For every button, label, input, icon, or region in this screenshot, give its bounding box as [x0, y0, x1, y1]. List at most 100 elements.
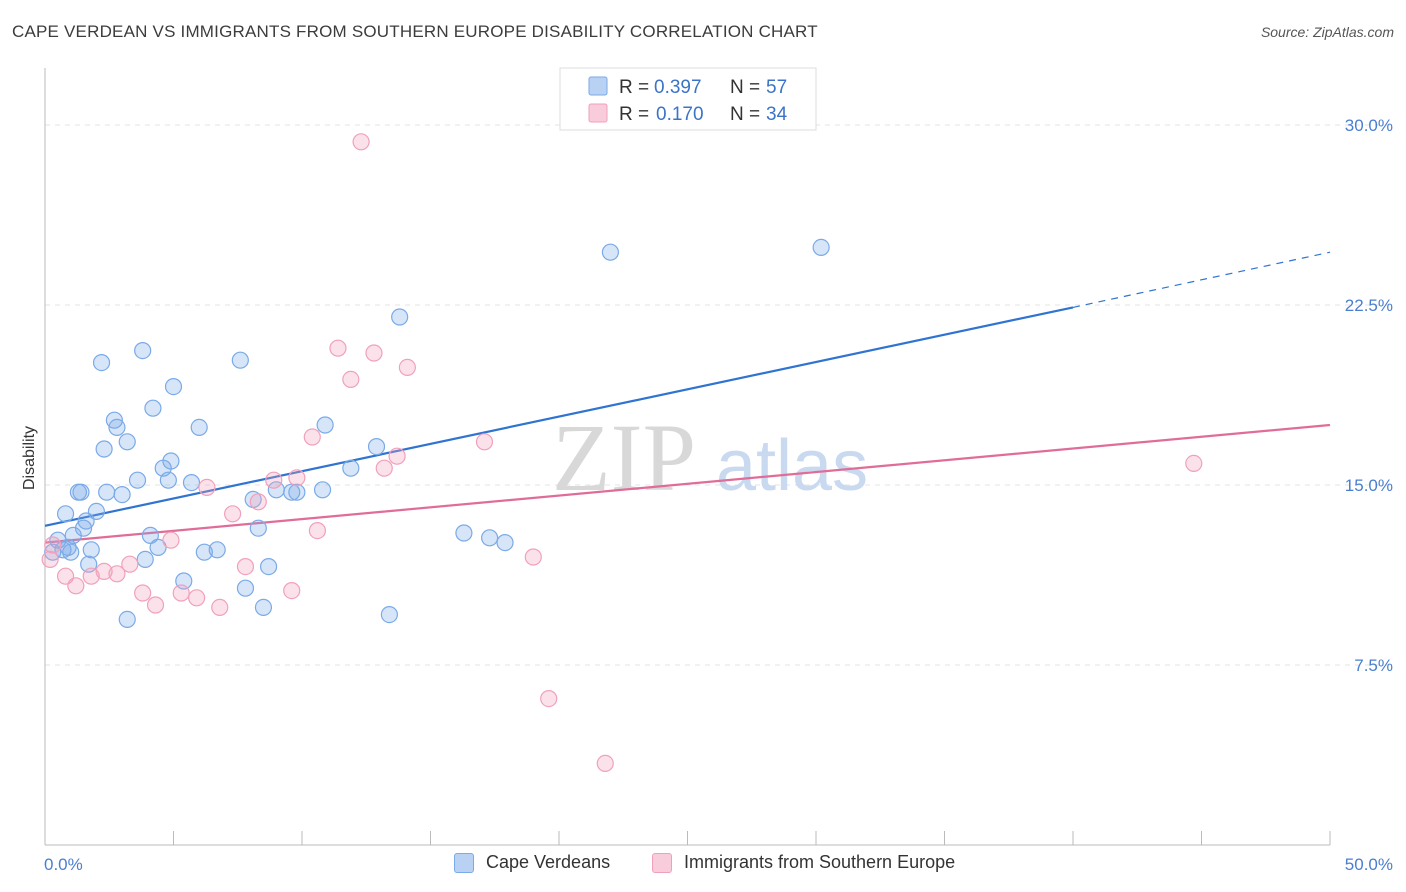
- point-immigrants: [352, 133, 370, 151]
- point-immigrants: [134, 584, 152, 602]
- y-tick-label: 30.0%: [1345, 116, 1393, 135]
- point-immigrants: [188, 589, 206, 607]
- point-immigrants: [524, 548, 542, 566]
- point-cape-verdeans: [812, 238, 830, 256]
- trend-line-immigrants: [44, 423, 1331, 544]
- point-immigrants: [95, 562, 113, 581]
- swatch-cape-verdeans: [454, 852, 474, 873]
- point-immigrants: [1185, 454, 1203, 472]
- x-tick-labels: 0.0% 50.0%: [44, 855, 1393, 874]
- point-cape-verdeans: [128, 471, 147, 489]
- point-cape-verdeans: [259, 557, 278, 576]
- x-tick-label-max: 50.0%: [1345, 855, 1393, 874]
- point-cape-verdeans: [182, 474, 201, 492]
- trend-line-cape-verdeans: [44, 306, 1074, 527]
- point-cape-verdeans: [236, 579, 255, 597]
- point-immigrants: [82, 567, 100, 585]
- swatch-immigrants: [652, 852, 672, 873]
- point-cape-verdeans: [380, 605, 398, 624]
- point-immigrants: [342, 370, 360, 388]
- bottom-legend-cape-verdeans: Cape Verdeans: [454, 852, 610, 873]
- point-immigrants: [172, 584, 190, 602]
- point-immigrants: [224, 505, 242, 523]
- point-cape-verdeans: [316, 416, 334, 434]
- point-immigrants: [236, 557, 255, 576]
- point-cape-verdeans: [141, 526, 159, 545]
- point-cape-verdeans: [136, 550, 154, 569]
- point-cape-verdeans: [190, 418, 208, 436]
- point-cape-verdeans: [108, 418, 126, 436]
- legend-r-label-2: R =: [619, 104, 649, 125]
- point-cape-verdeans: [455, 524, 473, 542]
- y-axis-label: Disability: [21, 426, 38, 490]
- point-immigrants: [475, 433, 494, 451]
- point-cape-verdeans: [249, 519, 267, 537]
- legend-swatch-immigrants: [588, 103, 608, 123]
- trend-lines: [44, 251, 1331, 544]
- source-credit: Source: ZipAtlas.com: [1260, 24, 1394, 40]
- bottom-legend-immigrants: Immigrants from Southern Europe: [652, 852, 955, 873]
- point-cape-verdeans: [95, 440, 113, 458]
- point-immigrants: [265, 471, 283, 489]
- legend-box: R = 0.397 N = 57 R = 0.170 N = 34: [559, 67, 817, 131]
- point-cape-verdeans: [118, 433, 136, 451]
- point-immigrants: [596, 754, 614, 773]
- legend-swatch-cape-verdeans: [588, 76, 608, 96]
- point-cape-verdeans: [208, 541, 226, 559]
- point-immigrants: [211, 598, 229, 617]
- point-immigrants: [67, 577, 85, 595]
- point-immigrants: [365, 344, 383, 362]
- point-cape-verdeans: [87, 502, 106, 520]
- point-immigrants: [388, 447, 406, 465]
- point-immigrants: [540, 689, 558, 708]
- legend-r-value-1: 0.397: [654, 77, 702, 98]
- point-immigrants: [329, 339, 347, 357]
- point-cape-verdeans: [162, 452, 180, 470]
- point-cape-verdeans: [92, 354, 111, 372]
- y-tick-label: 7.5%: [1354, 656, 1393, 675]
- point-immigrants: [108, 565, 126, 583]
- point-cape-verdeans: [149, 538, 167, 557]
- bottom-legend-label-1: Cape Verdeans: [486, 852, 611, 872]
- legend-n-label-1: N =: [730, 77, 760, 98]
- point-cape-verdeans: [342, 459, 360, 477]
- legend-n-label-2: N =: [730, 104, 760, 125]
- watermark: ZIP atlas: [552, 404, 868, 511]
- point-cape-verdeans: [98, 483, 116, 501]
- y-tick-label: 15.0%: [1345, 476, 1393, 495]
- bottom-legend: Cape Verdeans Immigrants from Southern E…: [0, 852, 1406, 878]
- point-cape-verdeans: [62, 543, 80, 561]
- legend-r-label-1: R =: [619, 77, 649, 98]
- point-cape-verdeans: [481, 529, 499, 547]
- point-cape-verdeans: [72, 483, 90, 501]
- point-cape-verdeans: [391, 308, 409, 326]
- legend-n-value-1: 57: [766, 77, 787, 98]
- chart-title: CAPE VERDEAN VS IMMIGRANTS FROM SOUTHERN…: [12, 22, 818, 41]
- watermark-atlas: atlas: [716, 426, 868, 506]
- point-cape-verdeans: [601, 243, 620, 261]
- point-cape-verdeans: [82, 541, 100, 559]
- point-immigrants: [44, 536, 62, 554]
- point-cape-verdeans: [56, 505, 75, 523]
- y-tick-labels: 7.5% 15.0% 22.5% 30.0%: [1345, 116, 1393, 675]
- point-cape-verdeans: [288, 483, 306, 501]
- point-cape-verdeans: [118, 610, 136, 629]
- point-immigrants: [249, 493, 267, 511]
- point-immigrants: [41, 550, 59, 569]
- point-immigrants: [398, 358, 416, 376]
- point-cape-verdeans: [134, 342, 152, 360]
- point-cape-verdeans: [195, 543, 213, 561]
- trend-line-cape-verdeans-extension: [1072, 251, 1331, 308]
- point-cape-verdeans: [164, 378, 183, 396]
- legend-r-value-2: 0.170: [656, 104, 704, 125]
- point-immigrants: [121, 555, 139, 573]
- point-immigrants: [303, 428, 321, 446]
- x-tick-label-min: 0.0%: [44, 855, 83, 874]
- legend-n-value-2: 34: [766, 104, 788, 125]
- data-points: [41, 133, 1203, 773]
- point-cape-verdeans: [496, 533, 514, 552]
- point-cape-verdeans: [144, 399, 162, 417]
- point-cape-verdeans: [231, 351, 249, 369]
- point-immigrants: [375, 459, 393, 477]
